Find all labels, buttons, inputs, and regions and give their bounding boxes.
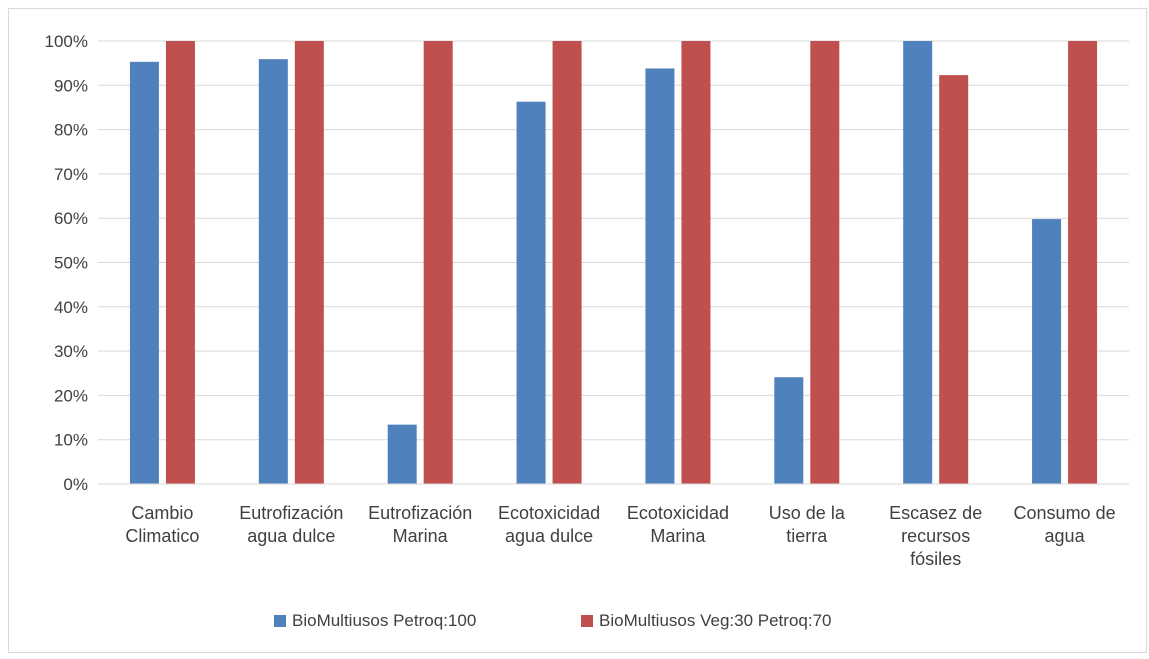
y-tick-label: 0% bbox=[63, 475, 88, 494]
legend-label: BioMultiusos Veg:30 Petroq:70 bbox=[599, 611, 831, 630]
bar-series-2 bbox=[1068, 41, 1098, 484]
bar-series-2 bbox=[939, 75, 969, 485]
bar-series-2 bbox=[423, 41, 453, 484]
y-tick-label: 90% bbox=[54, 76, 88, 95]
y-tick-label: 30% bbox=[54, 342, 88, 361]
chart-container: 0% 10% 20% 30% 40% 50% 60% 70% 80% 90% 100% Cambio… bbox=[8, 8, 1147, 653]
bar-series-1 bbox=[645, 68, 675, 484]
x-tick-label: Eutrofización agua dulce bbox=[239, 503, 343, 546]
legend-swatch bbox=[581, 615, 593, 627]
bar-series-1 bbox=[903, 41, 933, 484]
x-tick-label: Uso de la tierra bbox=[769, 503, 846, 546]
legend-item: BioMultiusos Petroq:100 bbox=[274, 611, 476, 630]
x-axis-category-labels: Cambio Climatico Eutrofización agua dulce Eu… bbox=[125, 503, 1115, 569]
legend-swatch bbox=[274, 615, 286, 627]
y-axis-tick-labels: 0% 10% 20% 30% 40% 50% 60% 70% 80% 90% 100% bbox=[45, 32, 88, 494]
bar-chart: 0% 10% 20% 30% 40% 50% 60% 70% 80% 90% 100% Cambio… bbox=[45, 32, 1129, 630]
bar-series-2 bbox=[810, 41, 840, 484]
y-tick-label: 80% bbox=[54, 121, 88, 140]
y-tick-label: 10% bbox=[54, 431, 88, 450]
bar-series-1 bbox=[516, 101, 546, 484]
legend-item: BioMultiusos Veg:30 Petroq:70 bbox=[581, 611, 831, 630]
x-tick-label: Ecotoxicidad Marina bbox=[627, 503, 729, 546]
gridlines bbox=[98, 40, 1129, 441]
x-tick-label: Eutrofización Marina bbox=[368, 503, 472, 546]
x-tick-label: Consumo de agua bbox=[1014, 503, 1116, 546]
bar-series-1 bbox=[129, 61, 159, 485]
legend-label: BioMultiusos Petroq:100 bbox=[292, 611, 476, 630]
bar-series-1 bbox=[1032, 219, 1062, 484]
legend: BioMultiusos Petroq:100 BioMultiusos Veg:… bbox=[274, 611, 831, 630]
y-tick-label: 70% bbox=[54, 165, 88, 184]
y-tick-label: 60% bbox=[54, 209, 88, 228]
y-tick-label: 20% bbox=[54, 386, 88, 405]
y-tick-label: 50% bbox=[54, 254, 88, 273]
bar-series-1 bbox=[774, 377, 804, 484]
bar-series-1 bbox=[258, 59, 288, 485]
bars bbox=[129, 41, 1098, 485]
y-tick-label: 40% bbox=[54, 298, 88, 317]
y-tick-label: 100% bbox=[45, 32, 88, 51]
x-tick-label: Cambio Climatico bbox=[125, 503, 199, 546]
x-tick-label: Escasez de recursos fósiles bbox=[889, 503, 982, 569]
bar-series-2 bbox=[294, 41, 324, 484]
bar-series-2 bbox=[165, 41, 195, 484]
bar-series-2 bbox=[552, 41, 582, 484]
bar-series-2 bbox=[681, 41, 711, 484]
x-tick-label: Ecotoxicidad agua dulce bbox=[498, 503, 600, 546]
bar-series-1 bbox=[387, 424, 417, 484]
